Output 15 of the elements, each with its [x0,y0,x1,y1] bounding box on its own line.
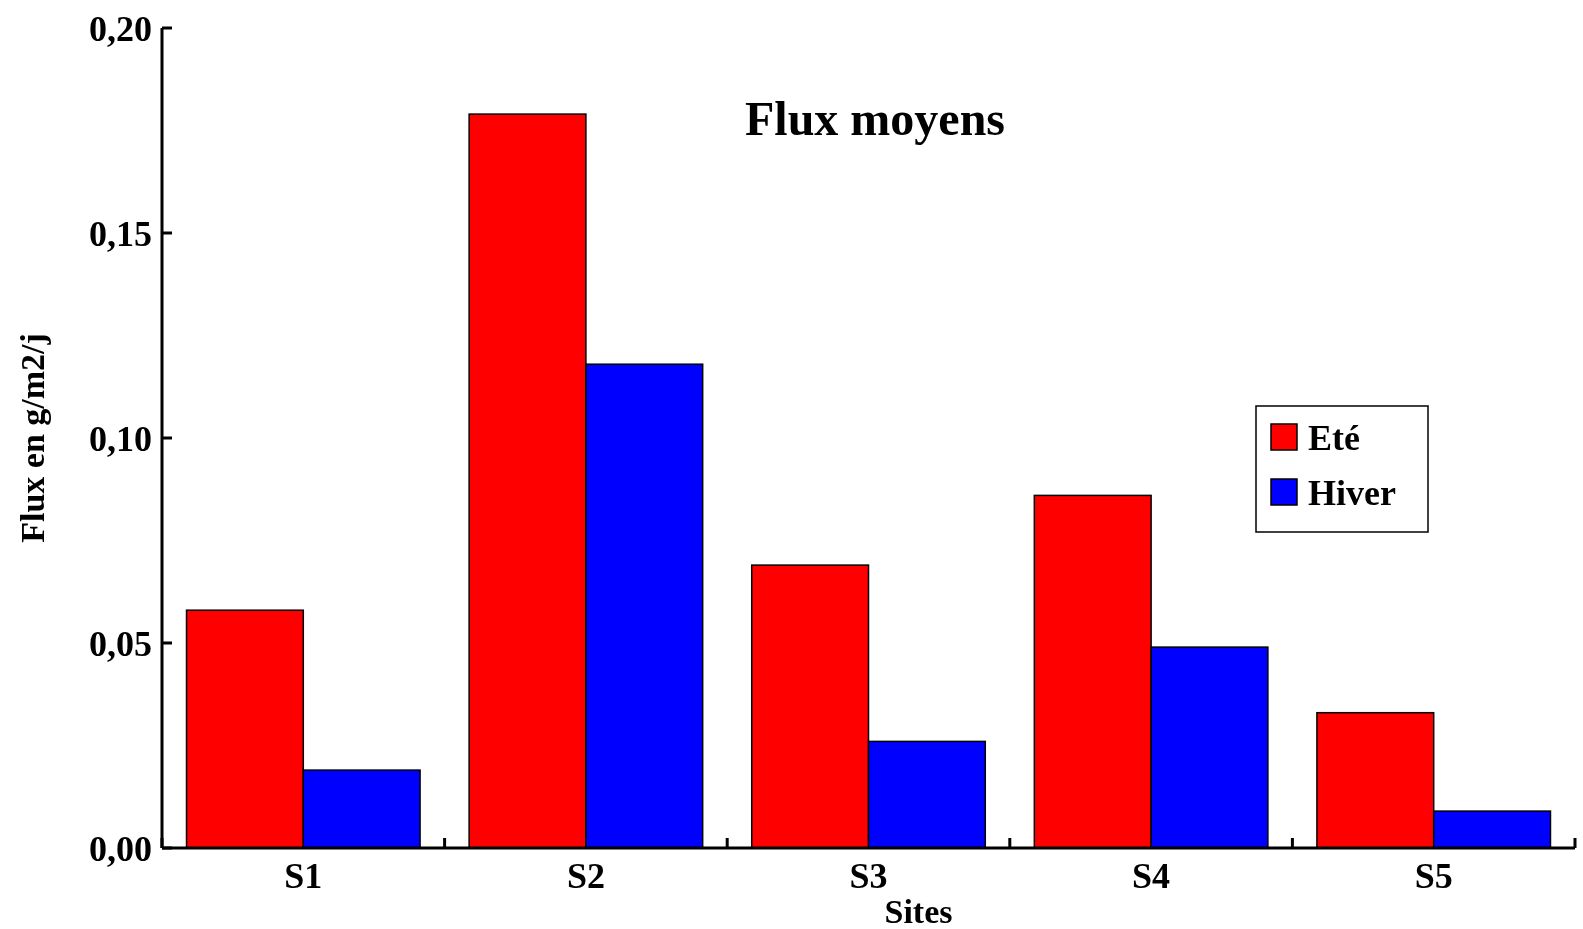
x-tick-label: S3 [849,856,888,896]
x-tick-label: S4 [1132,856,1171,896]
x-axis-title: Sites [884,893,953,929]
legend-label: Eté [1308,417,1360,458]
x-tick-label: S2 [566,856,605,896]
x-tick-label: S5 [1414,856,1453,896]
y-tick-label: 0,15 [89,213,152,254]
y-tick-label: 0,20 [89,8,152,49]
y-tick-label: 0,05 [89,623,152,664]
text: Flux moyens [744,92,1006,145]
y-axis-title: Flux en g/m2/j [14,333,51,543]
legend-label: Hiver [1308,472,1396,513]
y-tick-label: 0,10 [89,418,152,459]
y-tick-label: 0,00 [89,828,152,869]
x-tick-label: S1 [284,856,323,896]
